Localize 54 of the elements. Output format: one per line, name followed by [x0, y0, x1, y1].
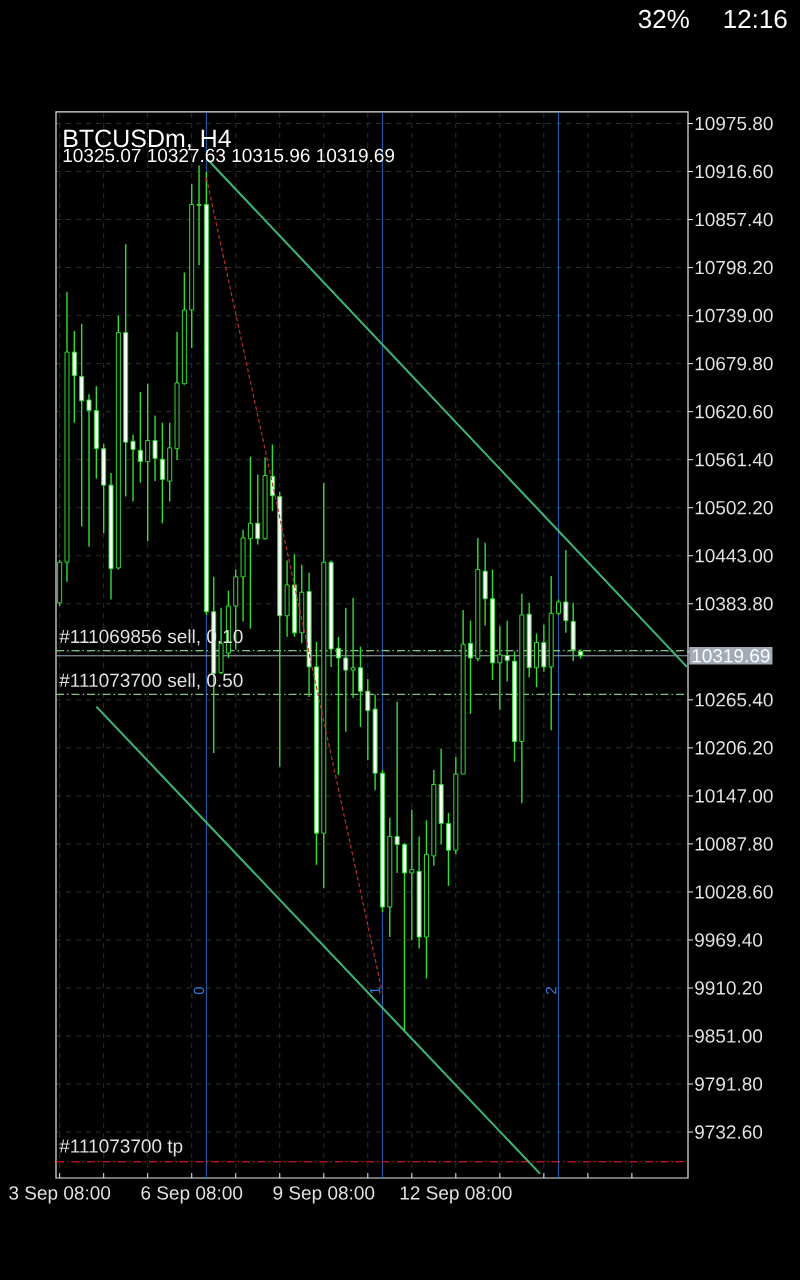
y-tick-label: 9969.40 — [695, 933, 763, 947]
candlestick — [504, 619, 510, 683]
ref-line-label: 10319.69 — [692, 649, 770, 663]
text: 32% — [638, 9, 689, 29]
y-tick-label: 9851.00 — [695, 1029, 763, 1043]
candlestick — [350, 597, 356, 699]
candlestick — [365, 678, 371, 761]
y-tick-label: 10206.20 — [695, 741, 773, 755]
candlestick — [497, 625, 503, 711]
candlestick — [145, 383, 151, 542]
x-tick-label: 3 Sep 08:00 — [9, 1186, 111, 1204]
candlestick — [467, 619, 473, 715]
y-tick-label: 10443.00 — [695, 549, 773, 563]
y-tick-label: 10087.80 — [695, 837, 773, 851]
candlestick — [152, 414, 158, 482]
candlestick — [357, 645, 363, 728]
y-tick-label: 10857.40 — [695, 212, 773, 227]
candlestick — [196, 164, 202, 266]
x-tick-label: 12 Sep 08:00 — [400, 1186, 512, 1204]
y-tick-label: 10620.60 — [695, 404, 773, 419]
annotation: 0 — [193, 987, 205, 995]
text: 12:16 — [724, 9, 787, 29]
y-tick-label: 10265.40 — [695, 693, 773, 707]
y-tick-label: 10916.60 — [695, 164, 773, 179]
annotation: 1 — [369, 987, 381, 994]
candlestick — [71, 330, 77, 424]
candlestick — [247, 456, 253, 630]
candlestick — [255, 473, 261, 546]
candlestick — [343, 606, 349, 733]
x-tick-label: 9 Sep 08:00 — [273, 1186, 375, 1204]
y-tick-label: 10561.40 — [695, 452, 773, 467]
y-tick-label: 9791.80 — [695, 1077, 763, 1091]
candlestick — [394, 701, 400, 874]
y-tick-label: 10739.00 — [695, 308, 773, 323]
y-tick-label: 10502.20 — [695, 500, 773, 515]
y-tick-label: 10147.00 — [695, 789, 773, 803]
candlestick — [79, 323, 85, 528]
y-tick-label: 10798.20 — [695, 260, 773, 275]
candlestick — [130, 434, 136, 503]
y-tick-label: 10679.80 — [695, 356, 773, 371]
candlestick — [409, 808, 415, 941]
annotation: 2 — [545, 987, 557, 995]
ref-line-label: #111073700 tp — [59, 1139, 183, 1157]
y-tick-label: 9732.60 — [695, 1125, 763, 1139]
y-tick-label: 10383.80 — [695, 597, 773, 611]
candlestick — [563, 549, 569, 634]
x-tick-label: 6 Sep 08:00 — [141, 1186, 243, 1204]
candlestick — [86, 393, 92, 548]
y-tick-label: 9910.20 — [695, 981, 763, 995]
candlestick — [159, 421, 165, 524]
candlestick — [137, 391, 143, 484]
y-tick-label: 10028.60 — [695, 885, 773, 899]
y-tick-label: 10975.80 — [695, 116, 773, 131]
candlestick — [335, 636, 341, 776]
